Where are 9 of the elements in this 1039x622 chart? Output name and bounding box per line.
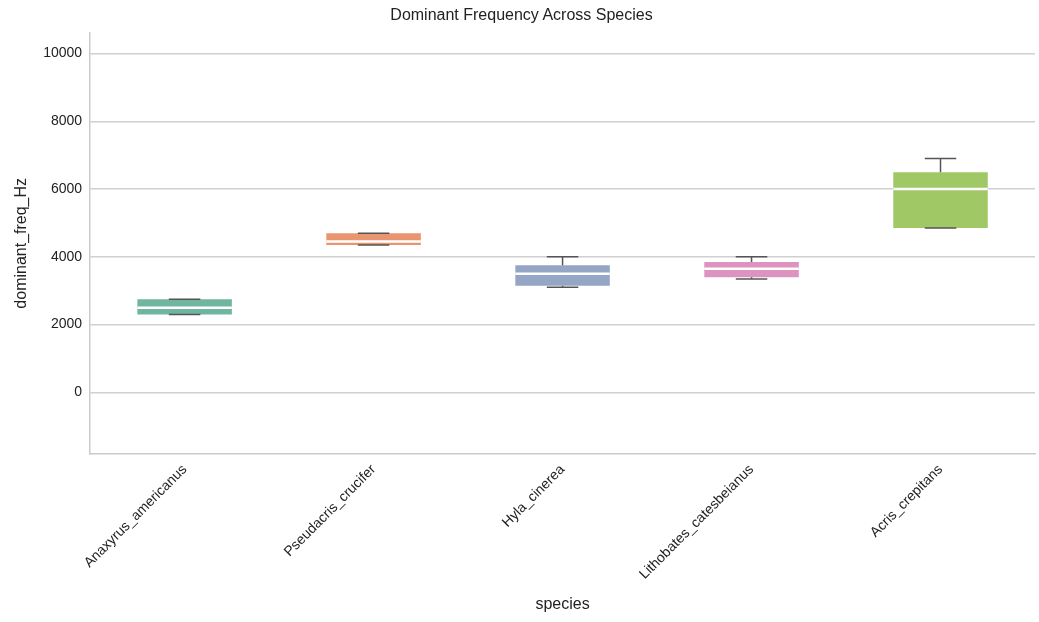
chart-title: Dominant Frequency Across Species [390,6,653,24]
y-tick-label: 0 [74,383,83,400]
y-tick-label: 8000 [50,112,83,129]
y-tick-label: 10000 [43,44,83,61]
y-tick-label: 6000 [50,179,83,196]
y-axis-title: dominant_freq_Hz [12,177,31,309]
y-tick-label: 2000 [50,315,83,332]
y-tick-label: 4000 [50,247,83,264]
x-axis-title: species [535,594,590,612]
